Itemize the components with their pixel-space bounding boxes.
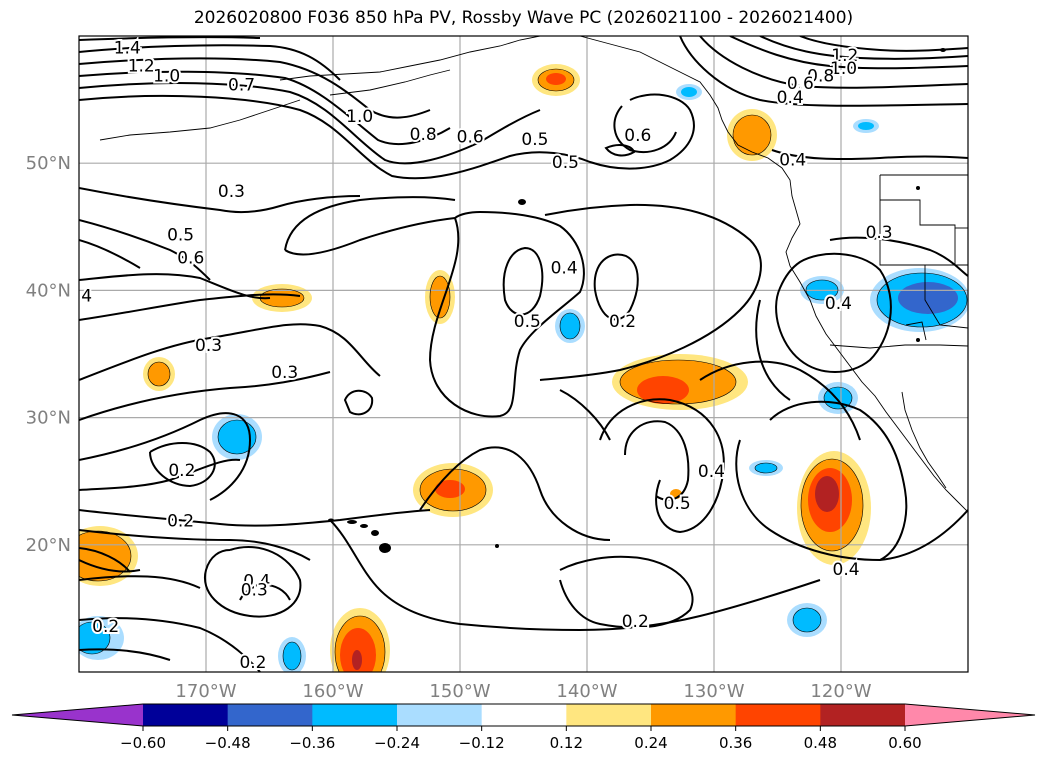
contour-label-35: 0.2 bbox=[622, 612, 649, 632]
lat-label-0: 50°N bbox=[26, 153, 71, 174]
contour-label-5: 0.8 bbox=[410, 125, 437, 145]
contour-label-23: 0.4 bbox=[551, 259, 578, 279]
colorbar-bin-1 bbox=[227, 704, 313, 726]
contour-label-16: 0.3 bbox=[218, 182, 245, 202]
colorbar-tick-label-3: −0.24 bbox=[374, 734, 420, 752]
contour-labels: 1.41.21.0 0.71.00.8 0.6 0.50.50.61.21.00.80… bbox=[79, 36, 894, 673]
contour-label-22: 0.5 bbox=[514, 312, 541, 332]
colorbar-tick-label-1: −0.48 bbox=[205, 734, 251, 752]
contour-label-10: 1.2 bbox=[831, 46, 858, 66]
contour-label-11: 1.0 bbox=[830, 59, 857, 79]
lon-label-5: 120°W bbox=[810, 681, 871, 702]
contour-label-34: 0.5 bbox=[664, 494, 691, 514]
contour-label-14: 0.4 bbox=[777, 88, 804, 108]
colorbar: −0.60 −0.48 −0.36 −0.24 −0.12 0.12 0.24 0.36 0.4… bbox=[11, 703, 1036, 752]
map-title: 2026020800 F036 850 hPa PV, Rossby Wave … bbox=[193, 8, 854, 28]
contour-label-0: 1.4 bbox=[114, 38, 141, 58]
longitude-labels: 170°W 160°W 150°W 140°W 130°W 120°W bbox=[175, 681, 871, 702]
colorbar-tick-label-5: 0.12 bbox=[550, 734, 583, 752]
colorbar-bin-8 bbox=[820, 704, 906, 726]
latitude-labels: 50°N 40°N 30°N 20°N bbox=[26, 153, 71, 556]
coastlines bbox=[99, 36, 968, 513]
colorbar-bin-3 bbox=[397, 704, 483, 726]
colorbar-tick-label-7: 0.36 bbox=[719, 734, 752, 752]
contour-label-36: 0.4 bbox=[833, 560, 860, 580]
contour-label-7: 0.5 bbox=[521, 130, 548, 150]
colorbar-bin-2 bbox=[312, 704, 398, 726]
contour-label-9: 0.6 bbox=[624, 126, 651, 146]
lon-label-0: 170°W bbox=[175, 681, 236, 702]
colorbar-bin-7 bbox=[735, 704, 821, 726]
contour-label-26: 0.4 bbox=[825, 294, 852, 314]
colorbar-bin-0 bbox=[143, 704, 229, 726]
contour-label-6: 0.6 bbox=[457, 127, 484, 147]
lat-label-3: 20°N bbox=[26, 535, 71, 556]
contour-label-18: 0.6 bbox=[177, 248, 204, 268]
colorbar-tick-label-9: 0.60 bbox=[888, 734, 921, 752]
lon-label-3: 140°W bbox=[556, 681, 617, 702]
contour-label-29: 0.4 bbox=[243, 571, 270, 591]
colorbar-tick-label-4: −0.12 bbox=[459, 734, 505, 752]
lon-label-2: 150°W bbox=[429, 681, 490, 702]
colorbar-extend-high bbox=[905, 704, 1035, 726]
colorbar-tick-label-2: −0.36 bbox=[289, 734, 335, 752]
contour-label-31: 0.2 bbox=[92, 617, 119, 637]
lon-label-1: 160°W bbox=[302, 681, 363, 702]
contour-label-17: 0.5 bbox=[167, 225, 194, 245]
contour-label-30: 0.3 bbox=[241, 580, 268, 600]
contour-label-32: 0.2 bbox=[239, 653, 266, 673]
colorbar-tick-label-8: 0.48 bbox=[804, 734, 837, 752]
lat-label-1: 40°N bbox=[26, 280, 71, 301]
contour-label-2: 1.0 bbox=[153, 66, 180, 86]
islands bbox=[328, 48, 946, 553]
contour-label-4: 1.0 bbox=[346, 107, 373, 127]
contour-label-28: 0.2 bbox=[167, 512, 194, 532]
contour-label-3: 0.7 bbox=[228, 75, 255, 95]
colorbar-bin-5 bbox=[566, 704, 652, 726]
map-frame bbox=[78, 35, 969, 673]
anomaly-outlines bbox=[79, 68, 968, 672]
contour-label-1: 1.2 bbox=[128, 56, 155, 76]
contour-label-27: 0.2 bbox=[168, 461, 195, 481]
colorbar-tick-label-6: 0.24 bbox=[634, 734, 667, 752]
colorbar-bin-6 bbox=[651, 704, 737, 726]
contour-label-33: 0.4 bbox=[698, 462, 725, 482]
colorbar-tick-label-0: −0.60 bbox=[120, 734, 166, 752]
contour-label-25: 0.3 bbox=[866, 223, 893, 243]
contour-label-24: 0.2 bbox=[609, 312, 636, 332]
contour-label-12: 0.8 bbox=[807, 66, 834, 86]
contour-label-21: 0.3 bbox=[271, 363, 298, 383]
contour-label-8: 0.5 bbox=[552, 153, 579, 173]
contour-label-13: 0.6 bbox=[787, 74, 814, 94]
lon-label-4: 130°W bbox=[683, 681, 744, 702]
pv-contours bbox=[79, 36, 968, 672]
contour-label-19: 4 bbox=[81, 286, 92, 306]
contour-label-15: 0.4 bbox=[779, 150, 806, 170]
colorbar-bin-4 bbox=[481, 704, 567, 726]
lat-label-2: 30°N bbox=[26, 408, 71, 429]
colorbar-extend-low bbox=[12, 704, 143, 726]
contour-label-20: 0.3 bbox=[195, 336, 222, 356]
